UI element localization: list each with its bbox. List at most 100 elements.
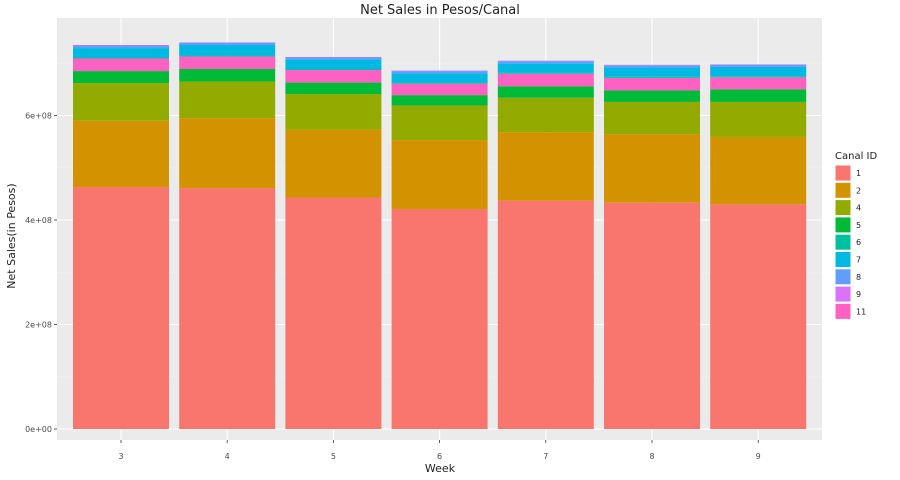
legend-label-4: 4 — [856, 204, 861, 213]
bar-canal-11-week-7 — [497, 73, 594, 87]
legend-label-1: 1 — [856, 169, 861, 178]
legend: Canal ID 1 2 4 5 6 7 8 9 11 — [834, 151, 877, 320]
legend-title: Canal ID — [835, 151, 877, 162]
legend-label-2: 2 — [856, 186, 861, 195]
bar-canal-8-week-7 — [497, 61, 594, 64]
bar-canal-6-week-9 — [710, 76, 807, 78]
bar-canal-7-week-8 — [604, 67, 700, 77]
bar-canal-8-week-9 — [710, 64, 807, 67]
bar-canal-6-week-7 — [497, 72, 594, 74]
bar-canal-5-week-3 — [73, 71, 169, 84]
bar-canal-11-week-6 — [391, 83, 488, 96]
bar-canal-1-week-8 — [604, 202, 700, 429]
bar-canal-9-week-7 — [497, 60, 594, 62]
bar-canal-7-week-7 — [497, 63, 594, 73]
bar-canal-9-week-6 — [391, 70, 488, 72]
bar-canal-11-week-5 — [285, 70, 382, 83]
bar-canal-8-week-5 — [285, 57, 382, 60]
bar-canal-1-week-3 — [73, 187, 169, 429]
bar-canal-8-week-4 — [179, 42, 276, 45]
bar-canal-9-week-8 — [604, 64, 700, 66]
legend-swatch-7 — [834, 251, 852, 268]
bar-canal-7-week-6 — [391, 73, 488, 83]
legend-label-5: 5 — [856, 221, 861, 230]
bar-canal-8-week-6 — [391, 71, 488, 74]
bar-canal-1-week-5 — [285, 197, 382, 429]
bar-canal-5-week-5 — [285, 82, 382, 95]
bar-canal-1-week-7 — [497, 200, 594, 429]
bar-canal-6-week-3 — [73, 57, 169, 59]
bar-canal-2-week-7 — [497, 132, 594, 201]
bar-canal-5-week-9 — [710, 89, 807, 102]
bar-canal-4-week-3 — [73, 83, 169, 121]
bar-canal-7-week-5 — [285, 59, 382, 69]
bar-canal-4-week-6 — [391, 105, 488, 141]
bar-canal-6-week-8 — [604, 76, 700, 78]
legend-label-9: 9 — [856, 290, 861, 299]
legend-swatch-9 — [834, 285, 852, 303]
bar-canal-4-week-4 — [179, 81, 276, 119]
bar-canal-2-week-3 — [73, 120, 169, 188]
legend-label-8: 8 — [856, 273, 861, 282]
bar-canal-7-week-4 — [179, 44, 276, 56]
bar-canal-9-week-3 — [73, 44, 169, 46]
bars — [73, 42, 807, 429]
x-tick-label: 9 — [756, 452, 761, 461]
bar-canal-8-week-8 — [604, 65, 700, 68]
bar-canal-11-week-9 — [710, 77, 807, 90]
x-tick-label: 6 — [437, 452, 442, 461]
legend-label-11: 11 — [856, 307, 866, 316]
bar-canal-5-week-4 — [179, 68, 276, 82]
legend-swatch-11 — [834, 302, 852, 320]
x-axis-title: Week — [425, 462, 456, 475]
y-axis-title: Net Sales(in Pesos) — [5, 183, 18, 288]
legend-label-6: 6 — [856, 238, 861, 247]
bar-canal-2-week-5 — [285, 129, 382, 198]
bar-canal-11-week-4 — [179, 56, 276, 69]
y-axis: 0e+00 2e+08 4e+08 6e+08 — [25, 112, 57, 434]
bar-canal-9-week-9 — [710, 64, 807, 65]
legend-swatch-1 — [834, 164, 852, 182]
chart-title: Net Sales in Pesos/Canal — [360, 3, 520, 18]
bar-canal-1-week-6 — [391, 209, 488, 429]
bar-canal-11-week-8 — [604, 77, 700, 91]
bar-canal-7-week-9 — [710, 66, 807, 77]
bar-canal-5-week-6 — [391, 95, 488, 106]
bar-canal-2-week-4 — [179, 118, 276, 189]
bar-canal-8-week-3 — [73, 45, 169, 49]
y-tick-label: 2e+08 — [25, 321, 52, 330]
bar-canal-6-week-6 — [391, 82, 488, 84]
legend-swatch-6 — [834, 233, 852, 251]
bar-canal-2-week-6 — [391, 140, 488, 210]
x-tick-label: 5 — [331, 452, 336, 461]
bar-canal-4-week-9 — [710, 101, 807, 137]
bar-canal-1-week-9 — [710, 204, 807, 429]
bar-canal-4-week-5 — [285, 94, 382, 130]
bar-canal-4-week-8 — [604, 101, 700, 135]
legend-swatch-4 — [834, 199, 852, 217]
bar-canal-5-week-8 — [604, 90, 700, 102]
bar-canal-5-week-7 — [497, 86, 594, 98]
bar-canal-1-week-4 — [179, 188, 276, 429]
legend-items: 1 2 4 5 6 7 8 9 11 — [834, 164, 866, 320]
bar-canal-2-week-8 — [604, 134, 700, 203]
x-tick-label: 4 — [225, 452, 230, 461]
bar-canal-9-week-5 — [285, 56, 382, 58]
bar-canal-6-week-5 — [285, 68, 382, 71]
legend-swatch-8 — [834, 268, 852, 286]
bar-canal-2-week-9 — [710, 136, 807, 205]
bar-canal-11-week-3 — [73, 58, 169, 72]
y-tick-label: 0e+00 — [25, 425, 52, 434]
x-tick-label: 3 — [118, 452, 123, 461]
bar-canal-9-week-4 — [179, 42, 276, 43]
x-tick-label: 7 — [543, 452, 548, 461]
x-tick-label: 8 — [649, 452, 654, 461]
bar-canal-6-week-4 — [179, 55, 276, 57]
bar-canal-4-week-7 — [497, 97, 594, 133]
legend-label-7: 7 — [856, 256, 861, 265]
bar-canal-7-week-3 — [73, 48, 169, 58]
x-axis: 3 4 5 6 7 8 9 — [118, 440, 761, 461]
legend-swatch-2 — [834, 181, 852, 199]
legend-swatch-5 — [834, 216, 852, 234]
